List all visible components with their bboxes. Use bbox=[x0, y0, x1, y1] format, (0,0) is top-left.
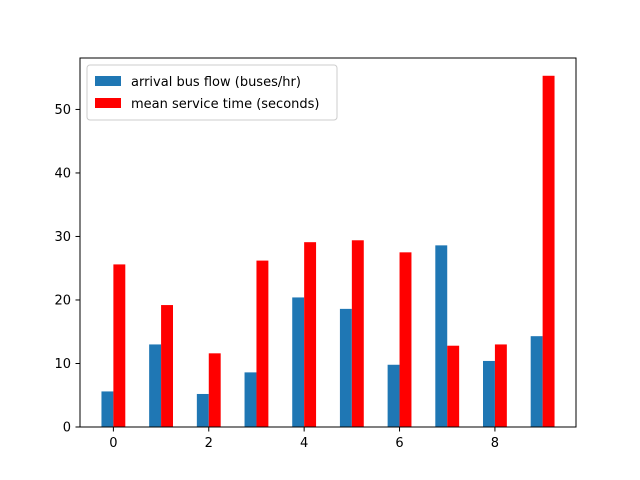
legend-label-1: arrival bus flow (buses/hr) bbox=[131, 75, 301, 90]
legend-label-2: mean service time (seconds) bbox=[131, 97, 319, 112]
axes-frame bbox=[79, 57, 577, 428]
bar-series-2-x-0 bbox=[113, 264, 126, 427]
bar-series-2-x-2 bbox=[208, 353, 221, 427]
bar-series-1-x-8 bbox=[483, 360, 495, 427]
y-axis: 0 10 20 30 40 50 bbox=[54, 103, 80, 436]
y-tick-label: 50 bbox=[54, 103, 71, 118]
x-tick-label: 8 bbox=[491, 436, 499, 451]
bar-series-2-x-9 bbox=[542, 75, 555, 427]
y-tick-label: 40 bbox=[54, 166, 71, 181]
y-tick-label: 20 bbox=[54, 293, 71, 308]
bar-series-2-x-4 bbox=[304, 242, 317, 427]
bar-series-1-x-6 bbox=[387, 364, 400, 427]
bar-series-2-x-7 bbox=[447, 345, 460, 427]
legend-box bbox=[86, 64, 338, 121]
bar-series-1-x-2 bbox=[196, 393, 209, 427]
bar-series-1-x-5 bbox=[339, 308, 352, 427]
bar-series-1-x-3 bbox=[244, 372, 257, 427]
bar-series-1-x-1 bbox=[149, 344, 162, 427]
bar-series-2-x-6 bbox=[399, 252, 412, 427]
y-tick-label: 0 bbox=[63, 421, 71, 436]
legend: arrival bus flow (buses/hr) mean service … bbox=[86, 64, 338, 121]
bar-series-1-x-4 bbox=[292, 297, 305, 427]
legend-swatch-1 bbox=[95, 76, 121, 86]
x-tick-label: 4 bbox=[300, 436, 308, 451]
bar-series-2-x-1 bbox=[161, 305, 173, 427]
y-tick-label: 30 bbox=[54, 230, 71, 245]
x-tick-label: 6 bbox=[395, 436, 403, 451]
x-axis: 0 2 4 6 8 bbox=[109, 427, 499, 451]
bar-series-1-x-9 bbox=[530, 336, 543, 427]
bar-series-2-x-8 bbox=[494, 344, 507, 427]
bar-series-1-x-0 bbox=[101, 391, 114, 427]
legend-swatch-2 bbox=[95, 98, 121, 108]
y-tick-label: 10 bbox=[54, 357, 71, 372]
x-tick-label: 0 bbox=[109, 436, 117, 451]
bar-series-2-x-5 bbox=[351, 240, 364, 427]
bars-layer bbox=[101, 75, 555, 427]
x-tick-label: 2 bbox=[205, 436, 213, 451]
bar-series-1-x-7 bbox=[435, 245, 448, 427]
bar-series-2-x-3 bbox=[256, 260, 269, 427]
